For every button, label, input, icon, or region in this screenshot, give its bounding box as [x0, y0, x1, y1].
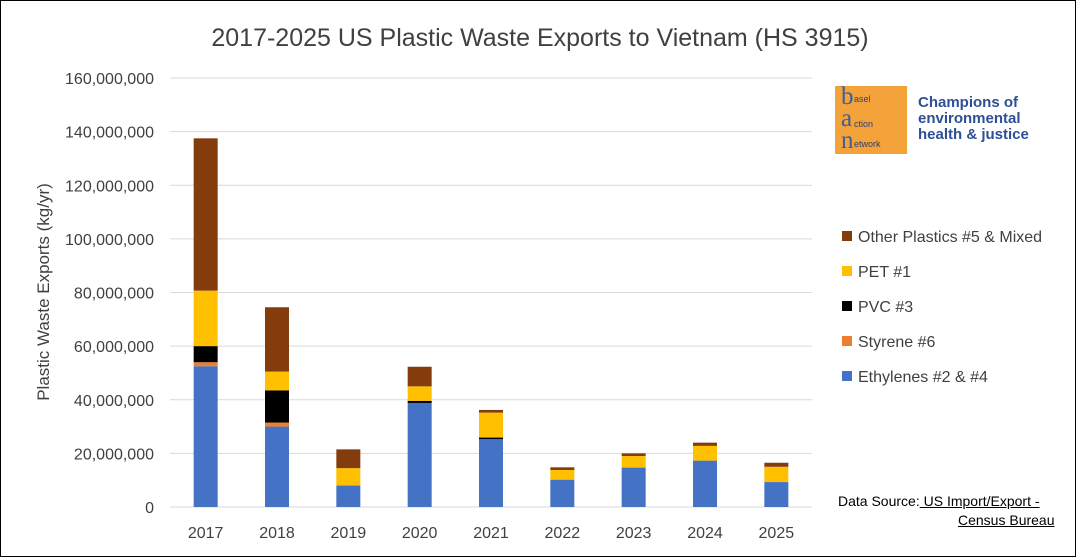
ban-logo-letter-n: n	[841, 127, 854, 154]
bar-segment	[693, 445, 717, 461]
x-tick-label: 2020	[402, 525, 438, 542]
bar-segment	[693, 460, 717, 507]
legend-entry: Styrene #6	[858, 334, 935, 351]
chart-title: 2017-2025 US Plastic Waste Exports to Vi…	[211, 24, 868, 52]
bar-segment	[265, 390, 289, 423]
legend-swatch	[842, 371, 852, 381]
x-tick-label: 2023	[616, 525, 652, 542]
legend-entry: Other Plastics #5 & Mixed	[858, 229, 1042, 246]
legend-entry: PET #1	[858, 264, 911, 281]
bar-segment	[407, 402, 432, 507]
bar-segment	[550, 469, 575, 480]
x-tick-label: 2017	[188, 525, 224, 542]
bar-segment	[479, 437, 503, 440]
bar-segment	[265, 371, 289, 391]
bar-segment	[407, 366, 432, 387]
y-tick-label: 100,000,000	[65, 232, 154, 249]
legend-swatch	[842, 231, 852, 241]
ban-logo-letter-a: a	[841, 105, 853, 132]
bar-segment	[479, 412, 503, 438]
bar-segment	[479, 409, 503, 413]
y-tick-label: 40,000,000	[74, 393, 154, 410]
bar-segment	[479, 439, 503, 507]
y-axis-ticks: 0 20,000,000 40,000,000 60,000,000 80,000,00…	[65, 71, 154, 517]
y-tick-label: 120,000,000	[65, 178, 154, 195]
bar-segment	[265, 426, 289, 507]
x-tick-label: 2018	[259, 525, 295, 542]
bar-segment	[693, 442, 717, 446]
x-tick-label: 2022	[545, 525, 581, 542]
bar-segment	[764, 466, 789, 483]
ban-logo-word-action: ction	[854, 119, 874, 129]
legend-entry: PVC #3	[858, 299, 913, 316]
data-source: Data Source: US Import/Export -	[838, 492, 1064, 511]
x-tick-label: 2019	[331, 525, 367, 542]
bar-segment	[193, 290, 218, 347]
bar-segment	[193, 362, 218, 367]
y-tick-label: 60,000,000	[74, 339, 154, 356]
legend-entry: Ethylenes #2 & #4	[858, 369, 988, 386]
bar-segment	[621, 467, 646, 507]
bar-segment	[550, 479, 575, 507]
bar-segment	[265, 422, 289, 427]
ban-logo-word-basel: asel	[854, 94, 871, 104]
bar-segment	[764, 462, 789, 467]
bar-segment	[621, 456, 646, 468]
y-tick-label: 160,000,000	[65, 71, 154, 88]
bar-segment	[336, 468, 361, 486]
bar-segment	[193, 138, 218, 291]
bar-segment	[265, 307, 289, 372]
bar-segment	[193, 346, 218, 363]
bar-segment	[336, 485, 361, 507]
ban-logo-word-network: etwork	[854, 139, 881, 149]
ban-logo: b asel a ction n etwork	[835, 83, 907, 154]
ban-logo-letter-b: b	[841, 83, 854, 110]
x-tick-label: 2025	[759, 525, 795, 542]
bar-segment	[407, 386, 432, 401]
legend-swatch	[842, 301, 852, 311]
legend: Other Plastics #5 & Mixed PET #1 PVC #3 Sty…	[842, 229, 1042, 386]
ban-tagline: Champions of environmental health & just…	[918, 94, 1029, 143]
data-source-prefix: Data Source:	[838, 493, 920, 509]
bar-segment	[407, 400, 432, 403]
y-tick-label: 140,000,000	[65, 125, 154, 142]
x-tick-label: 2021	[473, 525, 509, 542]
data-source-line2[interactable]: Census Bureau	[958, 512, 1055, 528]
bar-segment	[764, 482, 789, 507]
y-tick-label: 80,000,000	[74, 286, 154, 303]
legend-swatch	[842, 266, 852, 276]
bars	[193, 138, 789, 507]
bar-segment	[336, 449, 361, 469]
y-tick-label: 0	[145, 500, 154, 517]
y-tick-label: 20,000,000	[74, 446, 154, 463]
x-tick-label: 2024	[687, 525, 723, 542]
bar-segment	[621, 453, 646, 457]
y-axis-label: Plastic Waste Exports (kg/yr)	[34, 183, 53, 401]
legend-swatch	[842, 336, 852, 346]
data-source-link[interactable]: US Import/Export -	[919, 493, 1040, 509]
bar-segment	[193, 366, 218, 507]
x-axis-ticks: 2017 2018 2019 2020 2021 2022 2023 2024 2025	[188, 525, 794, 542]
bar-segment	[550, 467, 575, 470]
